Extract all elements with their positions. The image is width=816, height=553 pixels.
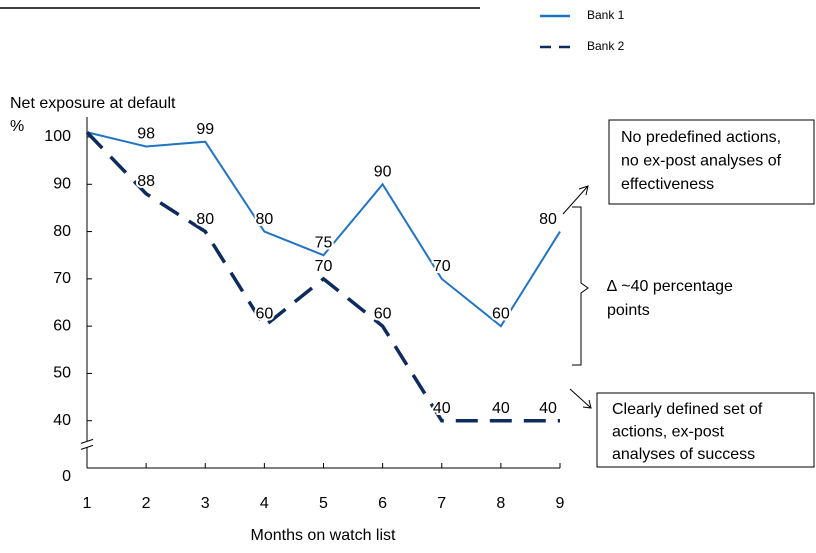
x-tick-label: 2 (142, 495, 151, 512)
data-label: 75 (315, 234, 333, 251)
y-axis-unit: % (10, 118, 24, 135)
data-label: 40 (539, 400, 557, 417)
arrow-head (578, 185, 589, 196)
data-label: 70 (433, 258, 451, 275)
x-tick-label: 4 (260, 495, 269, 512)
data-label: 60 (255, 305, 273, 322)
annotation-text: Clearly defined set of (612, 401, 763, 418)
x-tick-label: 6 (378, 495, 387, 512)
annotation-text: ∆ ~40 percentage (607, 278, 733, 295)
arrow (562, 185, 589, 215)
bracket (572, 206, 589, 366)
y-tick-label: 100 (44, 128, 71, 145)
annotation-box (596, 392, 815, 468)
data-label: 80 (539, 211, 557, 228)
data-label: 60 (374, 305, 392, 322)
annotation-box (608, 119, 815, 205)
arrow-head (582, 399, 592, 409)
x-axis-label: Months on watch list (251, 527, 397, 544)
x-tick-label: 3 (201, 495, 210, 512)
annotation-text: actions, ex-post (612, 424, 725, 441)
axis-break (80, 444, 94, 450)
series-line (86, 131, 561, 328)
axis-break (80, 438, 94, 444)
data-label: 90 (374, 164, 392, 181)
data-label: 88 (137, 173, 155, 190)
x-tick-label: 7 (437, 495, 446, 512)
y-tick-label: 70 (53, 270, 71, 287)
data-label: 70 (315, 258, 333, 275)
data-label: 40 (433, 400, 451, 417)
y-tick-label: 60 (53, 317, 71, 334)
data-label: 98 (137, 126, 155, 143)
legend-label: Bank 1 (587, 8, 625, 22)
x-tick-label: 9 (556, 495, 565, 512)
y-tick-label: 0 (62, 468, 71, 485)
legend-label: Bank 2 (587, 39, 625, 53)
annotation-text: No predefined actions, (621, 129, 781, 146)
data-label: 60 (492, 305, 510, 322)
annotation-text: points (607, 302, 650, 319)
data-label: 80 (196, 211, 214, 228)
arrow (569, 388, 592, 409)
y-axis-label: Net exposure at default (10, 95, 176, 112)
annotation-text: effectiveness (621, 176, 714, 193)
data-label: 80 (255, 211, 273, 228)
y-tick-label: 50 (53, 365, 71, 382)
y-tick-label: 40 (53, 412, 71, 429)
series-line (85, 131, 560, 423)
annotation-text: analyses of success (612, 446, 755, 463)
x-tick-label: 1 (83, 495, 92, 512)
annotation-text: no ex-post analyses of (621, 153, 782, 170)
axis-break-gap (81, 441, 93, 448)
y-tick-label: 80 (53, 223, 71, 240)
data-label: 40 (492, 400, 510, 417)
x-tick-label: 5 (319, 495, 328, 512)
data-label: 99 (196, 121, 214, 138)
y-tick-label: 90 (53, 176, 71, 193)
x-tick-label: 8 (496, 495, 505, 512)
